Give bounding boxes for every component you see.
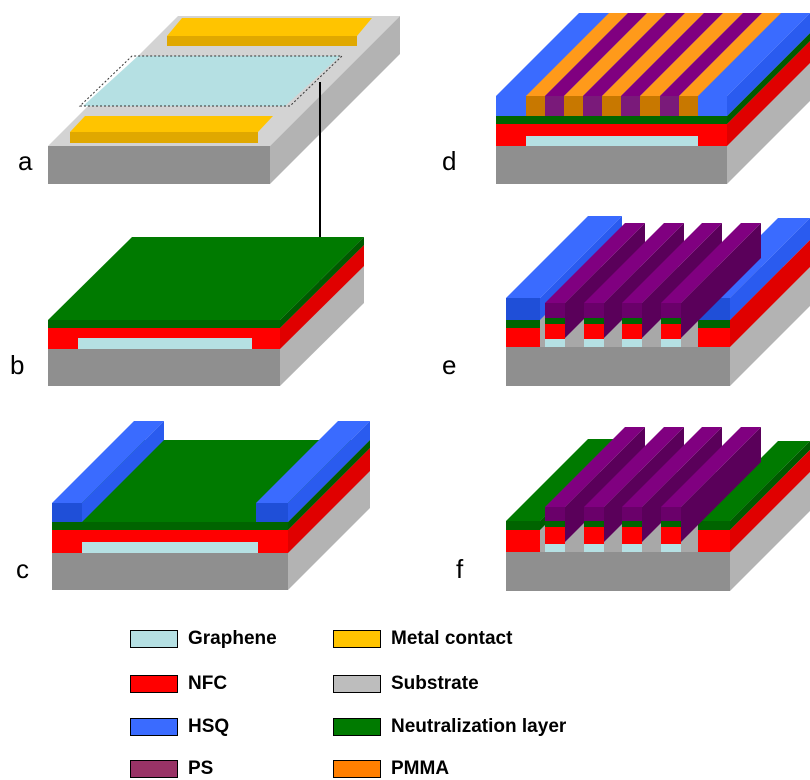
metal-contact-bottom	[70, 116, 273, 132]
panel-b-schematic	[48, 237, 364, 386]
pmma-stripe	[640, 13, 743, 96]
graphene-swatch	[130, 630, 178, 648]
panel-label-e: e	[442, 350, 457, 380]
legend-item-ps: PS	[130, 758, 213, 780]
legend-label: NFC	[188, 673, 228, 694]
panel-label-d: d	[442, 146, 457, 176]
panel-d-schematic	[496, 13, 810, 184]
nfc-swatch	[130, 675, 178, 693]
panel-label-c: c	[16, 554, 29, 584]
pmma-stripe	[602, 13, 704, 96]
process-diagram	[48, 13, 810, 591]
legend-label: PMMA	[391, 758, 450, 779]
nfc-layer	[48, 328, 280, 349]
panel-c-schematic	[52, 421, 370, 590]
panel-label-a: a	[18, 146, 33, 176]
legend-item-substrate: Substrate	[333, 673, 479, 695]
graphene-sheet	[83, 56, 340, 106]
pmma-stripe	[564, 13, 666, 96]
pmma-stripe	[679, 13, 781, 96]
substrate-front	[48, 146, 270, 184]
legend-item-graphene: Graphene	[130, 628, 277, 650]
graphene-layer	[78, 338, 252, 349]
ps-stripe	[545, 13, 647, 96]
ps-stripe	[660, 13, 762, 96]
hsq-stripe-right-top	[256, 421, 370, 503]
neutralization-layer-front	[48, 320, 280, 328]
substrate-side	[270, 16, 400, 184]
pmma-stripe	[526, 13, 628, 96]
panel-label-f: f	[456, 554, 464, 584]
pmma-swatch	[333, 760, 381, 778]
dashed-outline	[78, 55, 344, 107]
panel-a-schematic	[48, 16, 400, 300]
legend-label: PS	[188, 758, 214, 779]
ps-line	[661, 223, 761, 347]
panel-e-schematic	[506, 216, 810, 386]
legend-label: HSQ	[188, 716, 230, 737]
hsq-stripe-left-top	[506, 216, 622, 298]
substrate-swatch	[333, 675, 381, 693]
neutralization-layer-top	[48, 237, 364, 320]
metal-contact-top-front	[167, 36, 357, 46]
metal-contact-bottom-front	[70, 132, 258, 143]
hsq-stripe-left-top	[52, 421, 164, 503]
ps-stripe	[583, 13, 685, 96]
metal-contact-top	[167, 18, 372, 36]
legend-item-hsq: HSQ	[130, 716, 229, 738]
neutralization-layer-swatch	[333, 718, 381, 736]
hsq-swatch	[130, 718, 178, 736]
legend-item-pmma: PMMA	[333, 758, 449, 780]
metal-contact-swatch	[333, 630, 381, 648]
ps-line	[661, 427, 761, 552]
legend-item-metal-contact: Metal contact	[333, 628, 512, 650]
legend-label: Neutralization layer	[391, 716, 567, 737]
panel-label-b: b	[10, 350, 25, 380]
legend-label: Graphene	[188, 628, 277, 649]
panel-f-schematic	[506, 427, 810, 591]
ps-stripe	[621, 13, 723, 96]
legend-label: Substrate	[391, 673, 479, 694]
legend-item-neutralization-layer: Neutralization layer	[333, 716, 566, 738]
legend-label: Metal contact	[391, 628, 513, 649]
ps-swatch	[130, 760, 178, 778]
legend-item-nfc: NFC	[130, 673, 227, 695]
